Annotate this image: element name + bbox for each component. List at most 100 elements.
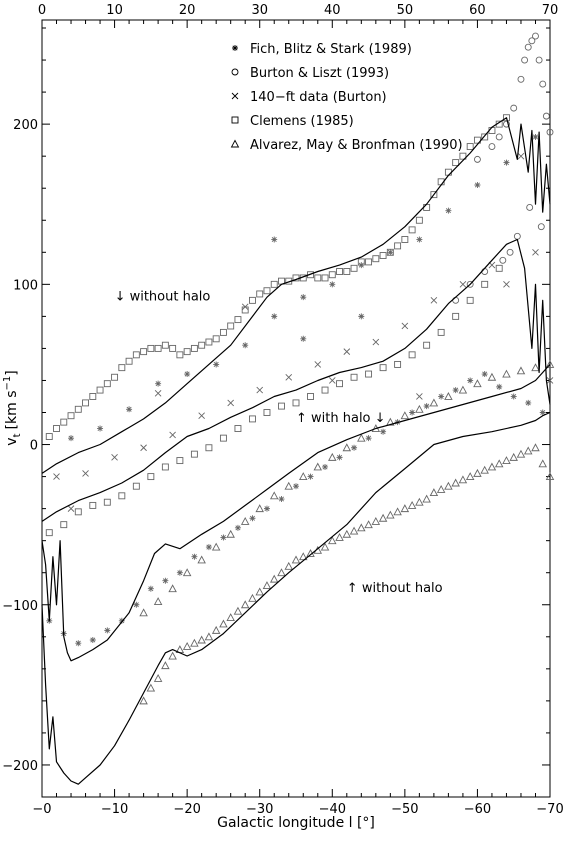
model-curve-4 xyxy=(41,411,551,785)
data-point-circle xyxy=(542,112,550,120)
legend: Fich, Blitz & Stark (1989) Burton & Liszt… xyxy=(230,42,463,153)
data-point-circle xyxy=(535,56,543,64)
data-point-square xyxy=(234,316,242,324)
data-point-square xyxy=(379,364,387,372)
data-point-asterisk xyxy=(133,601,140,608)
data-point-circle xyxy=(481,268,489,275)
data-point-triangle xyxy=(502,369,511,378)
data-point-triangle xyxy=(415,404,424,413)
data-point-triangle xyxy=(400,411,410,420)
data-point-square xyxy=(53,425,60,432)
data-point-triangle xyxy=(480,465,489,474)
annotations: ↓ without halo ↑ with halo ↓ ↑ without hal… xyxy=(115,289,443,596)
data-point-cross xyxy=(343,348,351,355)
data-point-triangle xyxy=(299,472,308,481)
data-point-square xyxy=(328,271,336,279)
data-point-triangle xyxy=(262,581,272,589)
data-point-square xyxy=(249,415,256,423)
y-tick-label: 100 xyxy=(13,278,38,293)
data-point-triangle xyxy=(444,481,453,490)
legend-marker-asterisk xyxy=(232,45,238,51)
data-point-asterisk xyxy=(75,640,82,647)
data-point-square xyxy=(263,409,271,416)
x-tick-label: −60 xyxy=(464,802,491,817)
data-point-asterisk xyxy=(293,483,299,490)
data-point-triangle xyxy=(422,494,431,503)
data-point-triangle xyxy=(473,379,482,388)
data-point-square xyxy=(161,463,169,471)
data-point-square xyxy=(452,312,460,320)
y-axis-label-unit: [km s xyxy=(4,391,20,430)
data-point-square xyxy=(466,296,474,304)
data-point-square xyxy=(350,264,358,272)
data-point-triangle xyxy=(226,529,235,538)
data-point-asterisk xyxy=(89,636,96,643)
data-point-circle xyxy=(488,143,496,151)
data-point-square xyxy=(423,203,431,211)
y-tick-label: 0 xyxy=(30,439,38,454)
data-point-asterisk xyxy=(496,383,503,390)
data-point-asterisk xyxy=(365,435,372,442)
data-point-square xyxy=(386,248,394,256)
data-point-cross xyxy=(67,505,75,512)
data-point-cross xyxy=(82,470,89,477)
data-point-triangle xyxy=(371,516,381,525)
x-tick-label: −50 xyxy=(391,802,418,817)
data-point-triangle xyxy=(313,462,323,471)
model-curve-3 xyxy=(41,363,551,662)
data-point-triangle xyxy=(211,542,221,551)
data-point-square xyxy=(503,114,510,122)
data-point-asterisk xyxy=(481,371,488,378)
top-tick-label: 60 xyxy=(469,3,486,18)
data-point-square xyxy=(423,341,431,349)
data-point-circle xyxy=(506,248,514,256)
data-point-square xyxy=(227,322,235,330)
data-point-cross xyxy=(372,338,380,346)
data-point-triangle xyxy=(291,555,301,564)
data-point-asterisk xyxy=(249,515,256,522)
data-point-asterisk xyxy=(438,393,445,400)
data-point-triangle xyxy=(444,392,453,400)
data-point-cross xyxy=(430,297,438,304)
data-point-triangle xyxy=(342,443,352,452)
legend-label: 140−ft data (Burton) xyxy=(250,90,387,105)
data-point-asterisk xyxy=(205,544,212,551)
top-tick-label: 70 xyxy=(542,3,559,18)
data-point-square xyxy=(147,344,155,352)
data-point-circle xyxy=(526,203,534,211)
data-point-circle xyxy=(513,232,521,240)
data-point-asterisk xyxy=(307,473,314,480)
x-tick-label: −30 xyxy=(246,802,273,817)
data-point-square xyxy=(372,255,380,263)
y-axis-label-close: ] xyxy=(4,370,20,375)
data-point-asterisk xyxy=(445,207,452,214)
data-point-square xyxy=(292,399,300,407)
data-point-asterisk xyxy=(104,627,111,634)
data-point-circle xyxy=(528,37,536,45)
data-point-triangle xyxy=(233,606,243,615)
top-tick-label: 20 xyxy=(179,3,196,18)
data-point-circle xyxy=(537,223,545,231)
data-point-triangle xyxy=(240,600,250,609)
data-point-cross xyxy=(517,152,525,160)
data-point-cross xyxy=(459,281,467,288)
data-point-square xyxy=(263,287,271,295)
data-point-square xyxy=(154,344,162,352)
data-point-circle xyxy=(532,32,539,40)
data-point-triangle xyxy=(248,593,257,602)
data-point-triangle xyxy=(269,491,279,500)
y-tick-label: −100 xyxy=(2,599,38,614)
data-point-square xyxy=(452,159,460,167)
data-point-asterisk xyxy=(525,399,532,406)
data-point-square xyxy=(67,412,75,420)
legend-label: Clemens (1985) xyxy=(250,114,354,129)
data-point-square xyxy=(394,360,402,368)
top-tick-label: 30 xyxy=(251,3,268,18)
data-point-triangle xyxy=(538,459,547,468)
data-point-square xyxy=(74,405,82,413)
data-point-cross xyxy=(154,389,162,397)
data-point-asterisk xyxy=(329,281,336,288)
data-point-triangle xyxy=(153,597,163,605)
data-point-square xyxy=(212,335,220,343)
